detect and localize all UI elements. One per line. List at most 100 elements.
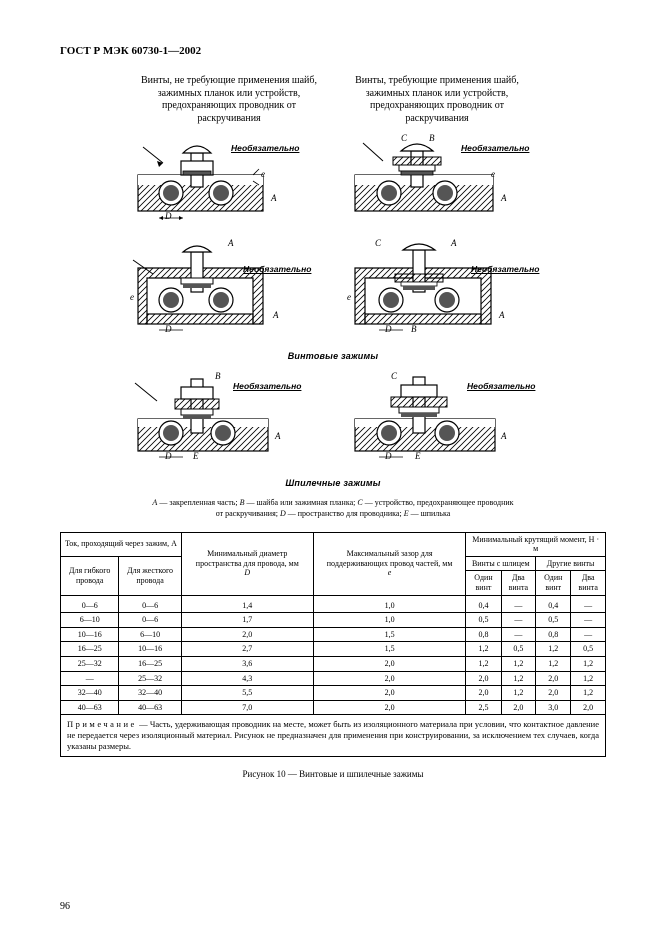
optional-label: Необязательно: [471, 264, 539, 274]
table-cell: 2,7: [181, 642, 313, 657]
header-left: Винты, не требующие применения шайб, заж…: [134, 75, 324, 125]
table-cell: 1,2: [571, 671, 606, 686]
table-cell: 25—32: [61, 656, 119, 671]
dim-A: A: [501, 431, 507, 441]
table-cell: 2,0: [313, 686, 466, 701]
th-flexible: Для гибкого провода: [61, 556, 119, 595]
caption-stud: Шпилечные зажимы: [60, 478, 606, 488]
figure-row-1: Необязательно D e A C B Необязательно: [60, 133, 606, 228]
th-two-screw: Два винта: [571, 571, 606, 595]
table-note: Примечание — Часть, удерживающая проводн…: [60, 715, 606, 757]
th-one-screw: Один винт: [536, 571, 571, 595]
data-table: Ток, проходящий через зажим, А Минимальн…: [60, 532, 606, 716]
table-cell: 2,0: [536, 686, 571, 701]
dim-e: e: [491, 169, 495, 179]
table-cell: 0,5: [536, 613, 571, 628]
figure-1b: C B Необязательно A e: [343, 133, 543, 228]
table-cell: 0,5: [571, 642, 606, 657]
table-cell: 0,8: [536, 627, 571, 642]
table-cell: 25—32: [119, 671, 181, 686]
figure-2b: C A Необязательно D B A e: [343, 238, 543, 341]
table-cell: 3,0: [536, 700, 571, 715]
dim-e: e: [347, 292, 351, 302]
table-cell: 32—40: [119, 686, 181, 701]
table-cell: 1,5: [313, 627, 466, 642]
figure-row-2: A Необязательно D e A C A Необязат: [60, 238, 606, 341]
table-cell: 1,2: [501, 656, 536, 671]
dim-B: B: [215, 371, 221, 381]
table-cell: 1,2: [571, 656, 606, 671]
note-prefix: Примечание: [67, 719, 137, 729]
dim-A: A: [501, 193, 507, 203]
table-cell: 1,2: [501, 686, 536, 701]
dim-D: D: [385, 324, 392, 334]
dim-D: D: [165, 211, 172, 221]
table-row: —25—324,32,02,01,22,01,2: [61, 671, 606, 686]
table-cell: 2,0: [466, 686, 501, 701]
table-cell: 2,0: [571, 700, 606, 715]
th-current: Ток, проходящий через зажим, А: [61, 532, 182, 556]
table-cell: 40—63: [119, 700, 181, 715]
header-right: Винты, требующие применения шайб, зажимн…: [342, 75, 532, 125]
th-slotted: Винты с шлицем: [466, 556, 536, 571]
table-cell: 1,2: [571, 686, 606, 701]
table-cell: 2,0: [313, 671, 466, 686]
table-cell: 2,5: [466, 700, 501, 715]
th-other: Другие винты: [536, 556, 606, 571]
table-cell: 2,0: [313, 700, 466, 715]
th-diameter: Минимальный диаметр пространства для про…: [181, 532, 313, 595]
column-headers: Винты, не требующие применения шайб, заж…: [60, 75, 606, 125]
table-cell: 1,2: [536, 656, 571, 671]
dim-E: E: [415, 451, 421, 461]
dim-C: C: [401, 133, 407, 143]
th-gap: Максимальный зазор для поддерживающих пр…: [313, 532, 466, 595]
table-cell: 1,7: [181, 613, 313, 628]
table-cell: 1,2: [466, 642, 501, 657]
table-cell: 0—6: [61, 595, 119, 613]
figure-2a: A Необязательно D e A: [123, 238, 313, 341]
table-cell: 0,4: [536, 595, 571, 613]
table-cell: 16—25: [61, 642, 119, 657]
dim-e: e: [261, 169, 265, 179]
table-cell: 32—40: [61, 686, 119, 701]
table-cell: 16—25: [119, 656, 181, 671]
figure-1a: Необязательно D e A: [123, 133, 313, 228]
table-cell: 6—10: [119, 627, 181, 642]
table-cell: 2,0: [181, 627, 313, 642]
table-cell: 2,0: [466, 671, 501, 686]
table-cell: 1,2: [466, 656, 501, 671]
dim-C: C: [375, 238, 381, 248]
table-cell: 0,4: [466, 595, 501, 613]
dim-E: E: [193, 451, 199, 461]
page-number: 96: [60, 901, 70, 912]
table-cell: 1,5: [313, 642, 466, 657]
dim-D: D: [385, 451, 392, 461]
dim-D: D: [165, 451, 172, 461]
table-row: 10—166—102,01,50,8—0,8—: [61, 627, 606, 642]
table-cell: 1,0: [313, 595, 466, 613]
screw-clamp-washer-icon: [343, 238, 543, 336]
th-rigid: Для жесткого провода: [119, 556, 181, 595]
note-body: — Часть, удерживающая проводник на месте…: [67, 719, 599, 751]
figure-3a: B Необязательно D E A: [123, 371, 313, 468]
dim-A: A: [271, 193, 277, 203]
figure-row-3: B Необязательно D E A C Необязательно: [60, 371, 606, 468]
table-cell: 1,2: [536, 642, 571, 657]
table-cell: 1,2: [501, 671, 536, 686]
table-cell: 4,3: [181, 671, 313, 686]
optional-label: Необязательно: [243, 264, 311, 274]
table-cell: 2,0: [313, 656, 466, 671]
table-row: 25—3216—253,62,01,21,21,21,2: [61, 656, 606, 671]
table-cell: 0,5: [466, 613, 501, 628]
dim-A: A: [228, 238, 234, 248]
dim-A: A: [275, 431, 281, 441]
document-header: ГОСТ Р МЭК 60730-1—2002: [60, 45, 606, 57]
optional-label: Необязательно: [461, 143, 529, 153]
table-cell: 6—10: [61, 613, 119, 628]
table-cell: 2,0: [536, 671, 571, 686]
th-torque: Минимальный крутящий момент, Н · м: [466, 532, 606, 556]
dim-D: D: [165, 324, 172, 334]
table-cell: 7,0: [181, 700, 313, 715]
page: ГОСТ Р МЭК 60730-1—2002 Винты, не требую…: [0, 0, 661, 936]
table-cell: —: [501, 613, 536, 628]
